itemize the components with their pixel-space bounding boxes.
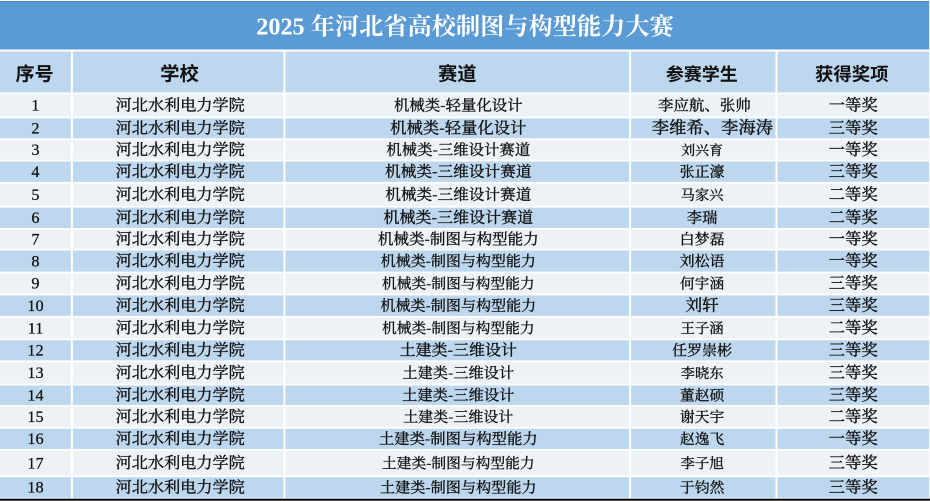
svg-text:18: 18 <box>27 478 43 497</box>
svg-text:7: 7 <box>31 229 39 248</box>
svg-text:9: 9 <box>31 274 39 293</box>
svg-text:16: 16 <box>27 429 43 448</box>
svg-text:5: 5 <box>31 185 39 204</box>
svg-text:2: 2 <box>31 119 39 138</box>
svg-text:12: 12 <box>27 341 43 360</box>
svg-text:15: 15 <box>27 407 43 426</box>
svg-text:3: 3 <box>31 140 39 159</box>
svg-text:10: 10 <box>27 296 43 315</box>
svg-text:14: 14 <box>27 385 43 404</box>
svg-text:11: 11 <box>28 318 44 337</box>
svg-text:1: 1 <box>31 96 39 115</box>
svg-text:2025: 2025 <box>256 14 304 41</box>
svg-text:4: 4 <box>31 162 39 181</box>
svg-text:8: 8 <box>31 251 39 270</box>
svg-text:6: 6 <box>31 208 39 227</box>
svg-text:17: 17 <box>27 453 43 472</box>
svg-text:13: 13 <box>27 363 43 382</box>
